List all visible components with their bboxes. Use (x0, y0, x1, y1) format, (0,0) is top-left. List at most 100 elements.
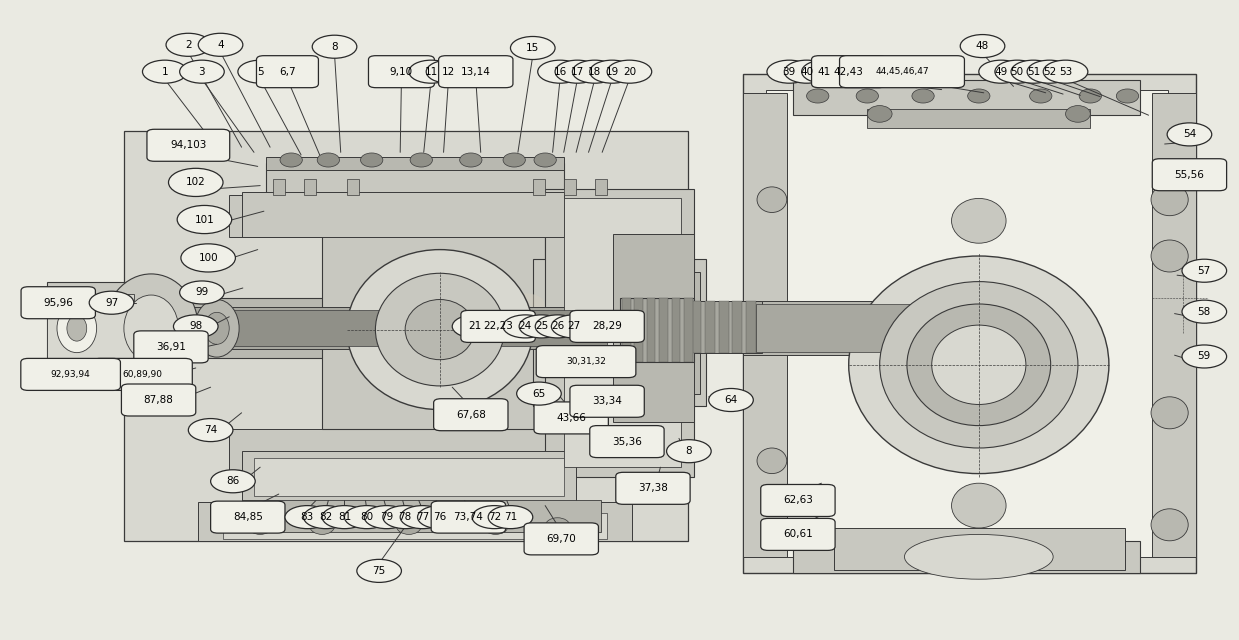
Text: 3: 3 (198, 67, 206, 77)
Bar (198, 502, 632, 541)
Circle shape (960, 35, 1005, 58)
FancyBboxPatch shape (590, 426, 664, 458)
Circle shape (1043, 60, 1088, 83)
Bar (613, 234, 694, 422)
FancyBboxPatch shape (134, 331, 208, 363)
Bar (347, 179, 359, 195)
Bar (242, 192, 564, 237)
Text: 36,91: 36,91 (156, 342, 186, 352)
Ellipse shape (124, 295, 178, 362)
Text: 83: 83 (301, 512, 313, 522)
Text: 80: 80 (361, 512, 373, 522)
Bar (647, 298, 655, 362)
Text: 59: 59 (1198, 351, 1211, 362)
Text: 39: 39 (783, 67, 795, 77)
Text: 54: 54 (1183, 129, 1196, 140)
Ellipse shape (104, 274, 198, 383)
Text: 18: 18 (589, 67, 601, 77)
Ellipse shape (67, 316, 87, 341)
Text: 26: 26 (551, 321, 564, 332)
Ellipse shape (534, 153, 556, 167)
Circle shape (344, 506, 389, 529)
Bar (659, 298, 668, 362)
Ellipse shape (1030, 89, 1052, 103)
Circle shape (709, 388, 753, 412)
Text: 35,36: 35,36 (612, 436, 642, 447)
Ellipse shape (807, 89, 829, 103)
Circle shape (418, 506, 462, 529)
Circle shape (784, 60, 829, 83)
Text: 1: 1 (161, 67, 169, 77)
Text: 62,63: 62,63 (783, 495, 813, 506)
Text: 25: 25 (535, 321, 548, 332)
Bar (229, 429, 626, 470)
FancyBboxPatch shape (761, 518, 835, 550)
FancyBboxPatch shape (368, 56, 435, 88)
Circle shape (238, 60, 282, 83)
Text: 19: 19 (606, 67, 618, 77)
Text: 69,70: 69,70 (546, 534, 576, 544)
Circle shape (767, 60, 812, 83)
Text: 48: 48 (976, 41, 989, 51)
Ellipse shape (849, 256, 1109, 474)
Text: 33,34: 33,34 (592, 396, 622, 406)
FancyBboxPatch shape (570, 385, 644, 417)
Bar (533, 259, 706, 406)
Circle shape (322, 506, 367, 529)
Circle shape (426, 60, 471, 83)
FancyBboxPatch shape (840, 56, 964, 88)
Bar (672, 298, 680, 362)
Ellipse shape (867, 106, 892, 122)
Bar (47, 294, 134, 362)
Bar (242, 451, 576, 502)
Text: 22,23: 22,23 (483, 321, 513, 332)
FancyBboxPatch shape (616, 472, 690, 504)
Ellipse shape (856, 89, 878, 103)
Ellipse shape (248, 518, 273, 534)
Text: 100: 100 (198, 253, 218, 263)
Text: 53: 53 (1059, 67, 1072, 77)
Circle shape (400, 506, 445, 529)
Bar (1152, 93, 1196, 557)
Ellipse shape (757, 448, 787, 474)
Text: 30,31,32: 30,31,32 (566, 357, 606, 366)
FancyBboxPatch shape (534, 402, 608, 434)
Ellipse shape (912, 89, 934, 103)
Text: 64: 64 (725, 395, 737, 405)
Bar (867, 109, 1090, 128)
Bar (743, 74, 1196, 573)
FancyBboxPatch shape (461, 310, 535, 342)
Ellipse shape (1151, 509, 1188, 541)
Ellipse shape (907, 304, 1051, 426)
Text: 81: 81 (338, 512, 351, 522)
Bar (766, 90, 1168, 557)
Circle shape (538, 60, 582, 83)
Circle shape (802, 60, 846, 83)
Text: 76: 76 (434, 512, 446, 522)
FancyBboxPatch shape (524, 523, 598, 555)
Text: 101: 101 (195, 214, 214, 225)
Bar (47, 282, 140, 374)
Ellipse shape (396, 518, 421, 534)
FancyBboxPatch shape (121, 384, 196, 416)
Ellipse shape (1151, 184, 1188, 216)
Text: 71: 71 (504, 512, 517, 522)
Circle shape (89, 291, 134, 314)
FancyBboxPatch shape (256, 56, 318, 88)
Bar (322, 230, 545, 429)
Text: 72: 72 (488, 512, 501, 522)
Text: 41: 41 (818, 67, 830, 77)
Text: 37,38: 37,38 (638, 483, 668, 493)
Ellipse shape (952, 483, 1006, 528)
FancyBboxPatch shape (1152, 159, 1227, 191)
Circle shape (551, 315, 596, 338)
Ellipse shape (204, 312, 229, 344)
FancyBboxPatch shape (434, 399, 508, 431)
Circle shape (503, 315, 548, 338)
Ellipse shape (904, 534, 1053, 579)
Text: 27: 27 (567, 321, 580, 332)
Ellipse shape (1151, 397, 1188, 429)
Text: 2: 2 (185, 40, 192, 50)
Text: 78: 78 (399, 512, 411, 522)
Circle shape (173, 315, 218, 338)
